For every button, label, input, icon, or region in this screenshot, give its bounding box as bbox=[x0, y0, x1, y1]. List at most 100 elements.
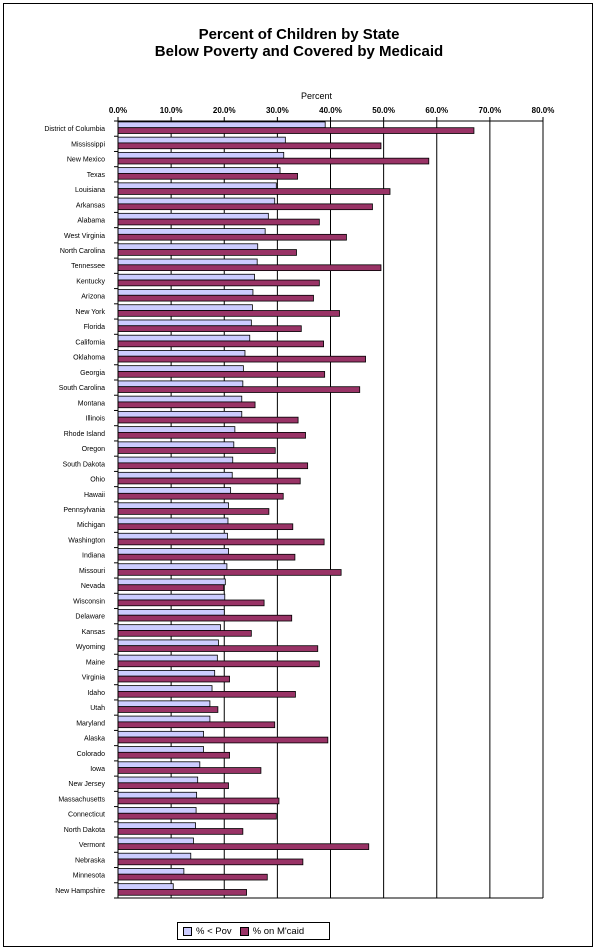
bar-medicaid-29 bbox=[117, 569, 342, 576]
bar-poverty-41 bbox=[117, 746, 204, 753]
bar-poverty-0 bbox=[117, 121, 326, 129]
bar-medicaid-13 bbox=[117, 325, 302, 332]
bar-poverty-8 bbox=[117, 243, 259, 250]
bar-medicaid-28 bbox=[117, 553, 296, 561]
bar-medicaid-37 bbox=[117, 691, 296, 698]
bar-poverty-22 bbox=[117, 456, 234, 464]
x-tick-label-7: 70.0% bbox=[479, 106, 502, 115]
category-label-1: Mississippi bbox=[71, 141, 105, 148]
bar-medicaid-9 bbox=[117, 264, 382, 272]
bar-medicaid-0 bbox=[117, 127, 475, 134]
category-label-20: Rhode Island bbox=[64, 431, 105, 438]
bar-poverty-10 bbox=[117, 273, 255, 281]
bar-medicaid-11 bbox=[117, 294, 314, 302]
bar-poverty-43 bbox=[117, 776, 199, 784]
bar-medicaid-19 bbox=[117, 416, 299, 424]
bar-medicaid-50 bbox=[117, 889, 247, 896]
bar-medicaid-33 bbox=[117, 630, 252, 637]
category-label-36: Virginia bbox=[82, 675, 105, 682]
category-label-42: Iowa bbox=[90, 766, 105, 773]
bar-poverty-32 bbox=[117, 609, 225, 616]
bar-medicaid-45 bbox=[117, 812, 277, 820]
bar-medicaid-23 bbox=[117, 477, 301, 485]
chart-legend: % < Pov % on M'caid bbox=[177, 922, 330, 940]
category-label-32: Delaware bbox=[75, 614, 105, 621]
x-tick-label-6: 60.0% bbox=[425, 106, 448, 115]
bar-medicaid-5 bbox=[117, 203, 373, 211]
category-label-46: North Dakota bbox=[64, 827, 105, 834]
bar-poverty-42 bbox=[117, 761, 201, 768]
bar-medicaid-35 bbox=[117, 660, 320, 668]
bar-medicaid-20 bbox=[117, 432, 306, 439]
bar-medicaid-48 bbox=[117, 858, 304, 866]
bar-poverty-27 bbox=[117, 532, 228, 540]
bar-poverty-18 bbox=[117, 395, 243, 403]
category-label-37: Idaho bbox=[87, 690, 105, 697]
chart-title-line-1: Percent of Children by State bbox=[198, 26, 400, 43]
category-label-49: Minnesota bbox=[73, 873, 105, 880]
bar-poverty-38 bbox=[117, 700, 211, 708]
bar-medicaid-38 bbox=[117, 706, 219, 713]
bar-poverty-30 bbox=[117, 578, 226, 586]
bar-poverty-6 bbox=[117, 212, 269, 220]
category-label-30: Nevada bbox=[81, 583, 105, 590]
bar-medicaid-26 bbox=[117, 523, 294, 531]
category-label-39: Maryland bbox=[76, 720, 105, 727]
category-label-31: Wisconsin bbox=[73, 598, 105, 605]
category-label-8: North Carolina bbox=[60, 248, 105, 255]
bar-medicaid-42 bbox=[117, 767, 262, 774]
bar-poverty-21 bbox=[117, 441, 235, 449]
bar-medicaid-27 bbox=[117, 538, 325, 546]
bar-poverty-17 bbox=[117, 380, 244, 388]
category-label-50: New Hampshire bbox=[55, 888, 105, 895]
category-label-19: Illinois bbox=[86, 416, 106, 423]
category-label-24: Hawaii bbox=[84, 492, 105, 499]
category-label-6: Alabama bbox=[77, 218, 105, 225]
category-label-45: Connecticut bbox=[68, 812, 105, 819]
x-tick-label-2: 20.0% bbox=[213, 106, 236, 115]
category-label-26: Michigan bbox=[77, 522, 105, 529]
bar-poverty-20 bbox=[117, 426, 236, 433]
bar-medicaid-44 bbox=[117, 797, 280, 805]
bar-poverty-48 bbox=[117, 852, 192, 860]
category-label-34: Wyoming bbox=[76, 644, 105, 651]
bar-poverty-50 bbox=[117, 883, 174, 890]
bar-poverty-36 bbox=[117, 669, 216, 677]
category-label-7: West Virginia bbox=[64, 233, 105, 240]
bar-poverty-23 bbox=[117, 471, 233, 479]
bar-medicaid-22 bbox=[117, 462, 309, 470]
bar-medicaid-4 bbox=[117, 188, 391, 195]
bar-medicaid-30 bbox=[117, 584, 225, 591]
bar-medicaid-25 bbox=[117, 508, 270, 515]
x-tick-label-3: 30.0% bbox=[266, 106, 289, 115]
bar-medicaid-31 bbox=[117, 599, 265, 607]
bar-medicaid-40 bbox=[117, 736, 329, 744]
bar-poverty-4 bbox=[117, 182, 277, 190]
bar-poverty-47 bbox=[117, 837, 194, 845]
category-label-41: Colorado bbox=[77, 751, 106, 758]
category-label-5: Arkansas bbox=[76, 202, 106, 209]
legend-swatch-poverty bbox=[183, 926, 192, 936]
bar-medicaid-21 bbox=[117, 447, 276, 454]
category-label-27: Washington bbox=[68, 537, 105, 544]
bar-poverty-14 bbox=[117, 334, 251, 342]
bar-poverty-37 bbox=[117, 685, 213, 692]
category-label-17: South Carolina bbox=[59, 385, 105, 392]
bar-poverty-28 bbox=[117, 548, 229, 555]
category-label-23: Ohio bbox=[90, 477, 105, 484]
bar-poverty-33 bbox=[117, 624, 221, 631]
legend-label-medicaid: % on M'caid bbox=[252, 925, 305, 937]
bar-poverty-31 bbox=[117, 593, 226, 601]
category-label-9: Tennessee bbox=[71, 263, 105, 270]
bar-poverty-29 bbox=[117, 563, 228, 570]
bar-poverty-5 bbox=[117, 197, 276, 205]
category-label-10: Kentucky bbox=[76, 278, 105, 285]
bar-medicaid-8 bbox=[117, 249, 297, 256]
bar-poverty-26 bbox=[117, 517, 229, 525]
bar-medicaid-7 bbox=[117, 233, 347, 241]
category-label-18: Montana bbox=[78, 400, 105, 407]
category-label-38: Utah bbox=[90, 705, 105, 712]
x-tick-label-4: 40.0% bbox=[319, 106, 342, 115]
bar-poverty-12 bbox=[117, 304, 253, 311]
bar-poverty-1 bbox=[117, 136, 286, 144]
